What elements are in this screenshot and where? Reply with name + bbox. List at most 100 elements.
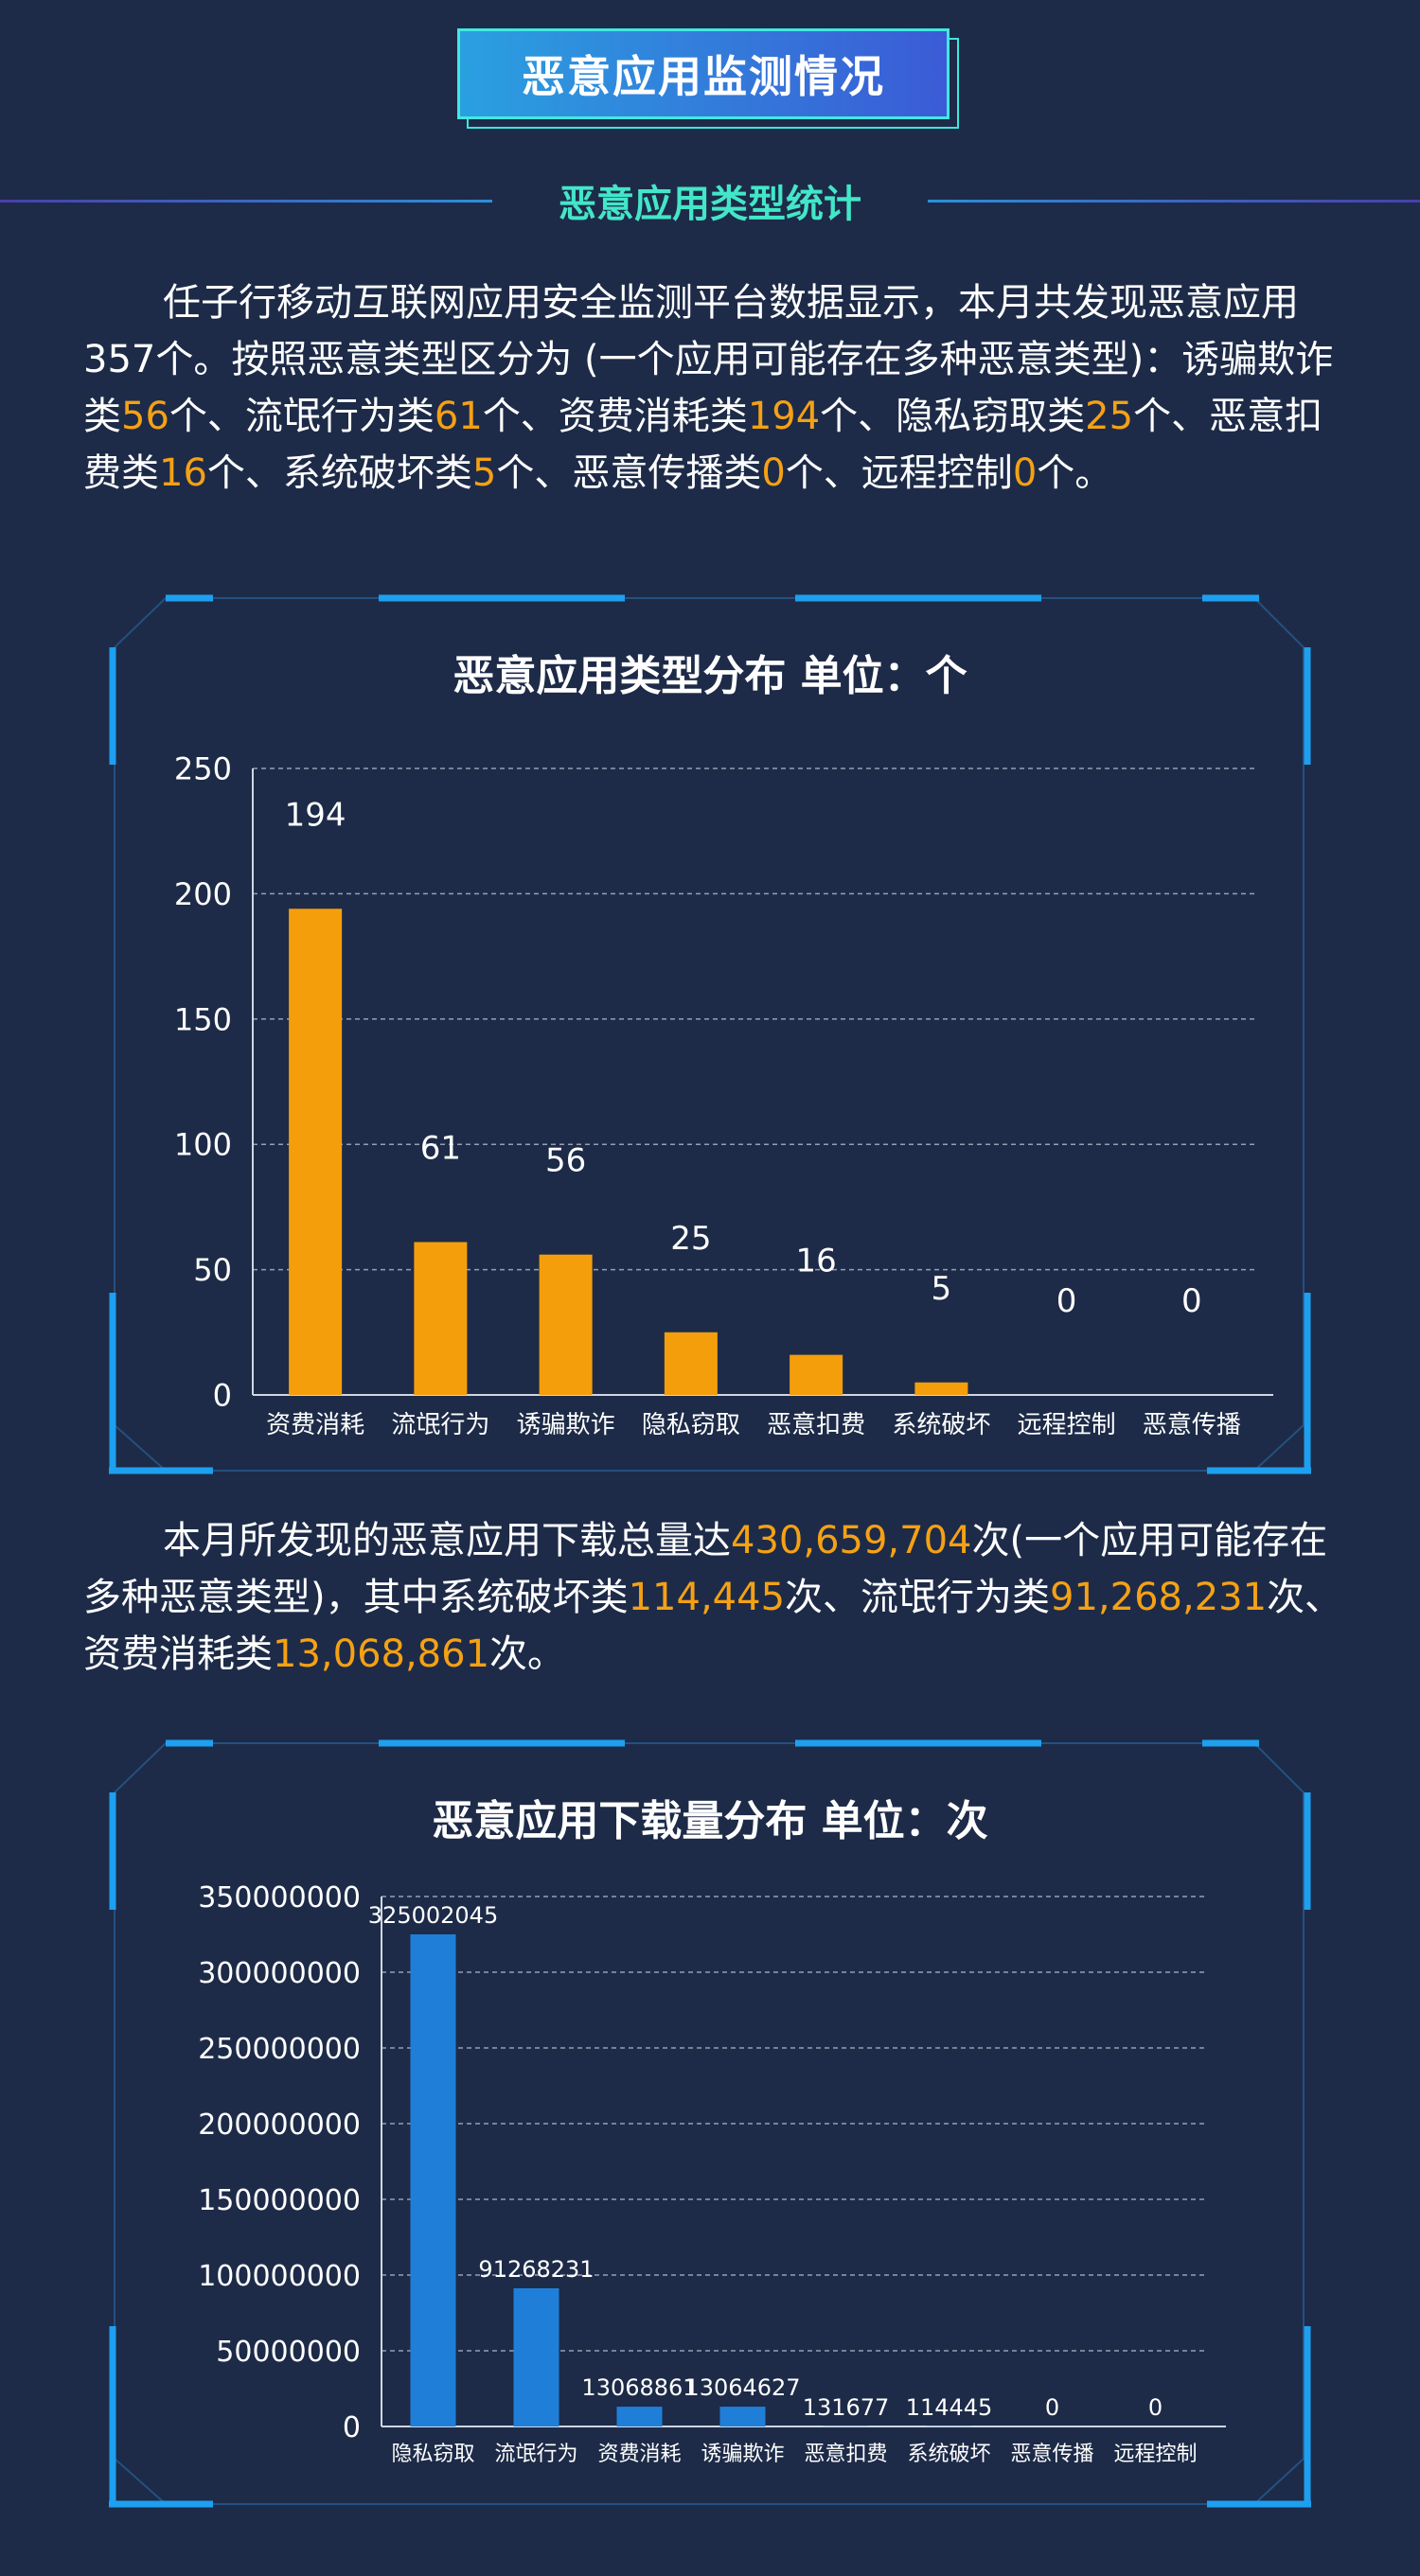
data-label: 5	[932, 1270, 952, 1308]
x-tick-label: 诱骗欺诈	[701, 2443, 784, 2466]
bar	[539, 1254, 593, 1395]
highlight-number: 194	[747, 395, 821, 438]
bar	[616, 2407, 663, 2426]
y-tick-label: 150000000	[198, 2184, 361, 2217]
bar-chart-types: 050100150200250194资费消耗61流氓行为56诱骗欺诈25隐私窃取…	[174, 751, 1273, 1439]
x-tick-label: 流氓行为	[494, 2443, 577, 2466]
y-tick-label: 250000000	[198, 2033, 361, 2066]
x-tick-label: 恶意传播	[1010, 2443, 1093, 2466]
bar	[414, 1242, 468, 1395]
y-tick-label: 250	[174, 751, 232, 787]
highlight-number: 0	[1012, 451, 1038, 495]
x-tick-label: 隐私窃取	[391, 2443, 474, 2466]
y-tick-label: 0	[213, 1378, 232, 1414]
panel-frame	[109, 594, 1311, 1474]
paragraph-text: 个、远程控制	[785, 451, 1013, 495]
paragraph-text: 个、恶意扣费类	[83, 395, 1323, 495]
frame-group	[109, 594, 1311, 1474]
y-tick-label: 50000000	[216, 2336, 361, 2369]
paragraph-text: 个、系统破坏类	[206, 451, 472, 495]
y-tick-label: 150	[174, 1001, 232, 1037]
x-tick-label: 远程控制	[1018, 1411, 1116, 1439]
header-badge: 恶意应用监测情况	[457, 28, 961, 131]
data-label: 0	[1045, 2394, 1059, 2421]
paragraph-text: 次(一个应用可能存在多种恶意类型)，其中系统破坏类	[83, 1519, 1328, 1619]
paragraph-text: 个、隐私窃取类	[820, 395, 1086, 438]
paragraph-text: 个、恶意传播类	[496, 451, 762, 495]
y-tick-label: 300000000	[198, 1957, 361, 1990]
y-tick-label: 50	[193, 1252, 232, 1288]
paragraph-text: 次、流氓行为类	[785, 1576, 1051, 1619]
x-tick-label: 恶意传播	[1143, 1411, 1241, 1439]
x-tick-label: 远程控制	[1113, 2443, 1197, 2466]
highlight-number: 5	[471, 451, 497, 495]
data-label: 0	[1181, 1282, 1202, 1320]
data-label: 56	[545, 1142, 586, 1180]
highlight-number: 91,268,231	[1050, 1576, 1268, 1619]
section-subtitle: 恶意应用类型统计	[559, 183, 861, 226]
highlight-number: 430,659,704	[731, 1519, 972, 1562]
paragraph-text: 个、资费消耗类	[482, 395, 748, 438]
x-tick-label: 隐私窃取	[642, 1411, 740, 1439]
x-tick-label: 系统破坏	[907, 2443, 990, 2466]
y-tick-label: 350000000	[198, 1881, 361, 1914]
data-label: 194	[285, 796, 346, 834]
chart-title-downloads: 恶意应用下载量分布 单位：次	[432, 1797, 988, 1845]
paragraph-text: 次。	[489, 1632, 566, 1676]
y-tick-label: 100000000	[198, 2260, 361, 2293]
bar-chart-downloads: 0 50000000 100000000 150000000 200000000 2500…	[198, 1881, 1226, 2466]
paragraph-text: 个、流氓行为类	[169, 395, 435, 438]
y-tick-label: 200	[174, 876, 232, 912]
page-title: 恶意应用监测情况	[457, 28, 950, 119]
section-divider-right	[928, 200, 1420, 203]
bar	[410, 1933, 456, 2426]
highlight-number: 114,445	[628, 1576, 786, 1619]
x-tick-label: 系统破坏	[892, 1411, 990, 1439]
section-header: 恶意应用类型统计	[0, 172, 1420, 229]
summary-paragraph-types: 任子行移动互联网应用安全监测平台数据显示，本月共发现恶意应用357个。按照恶意类…	[83, 274, 1352, 502]
data-label: 13068861	[581, 2374, 697, 2401]
data-label: 114445	[906, 2394, 993, 2421]
bar	[289, 909, 343, 1395]
bar	[719, 2407, 766, 2426]
x-tick-label: 资费消耗	[597, 2443, 681, 2466]
y-tick-label: 100	[174, 1127, 232, 1163]
data-label: 325002045	[368, 1902, 498, 1929]
chart-panel-types: 恶意应用类型分布 单位：个 0 50 100 150 200 250 194 资费消耗 61 流氓…	[109, 585, 1311, 1482]
x-tick-label: 资费消耗	[266, 1411, 364, 1439]
x-tick-label: 恶意扣费	[767, 1411, 865, 1439]
x-tick-label: 恶意扣费	[804, 2443, 887, 2466]
data-label: 131677	[803, 2394, 890, 2421]
bar	[914, 1382, 968, 1395]
paragraph-text: 任子行移动互联网应用安全监测平台数据显示，本月共发现恶意应用357个。按照恶意类…	[83, 281, 1334, 438]
x-tick-label: 流氓行为	[391, 1411, 489, 1439]
section-divider-left	[0, 200, 492, 203]
frame-group	[109, 1739, 1311, 2508]
panel-frame	[109, 1739, 1311, 2508]
data-label: 91268231	[478, 2256, 594, 2283]
bar	[790, 1354, 843, 1395]
x-tick-label: 诱骗欺诈	[517, 1411, 615, 1439]
bar	[513, 2287, 559, 2426]
data-label: 16	[795, 1243, 836, 1280]
paragraph-text: 次、资费消耗类	[83, 1576, 1343, 1676]
highlight-number: 25	[1085, 395, 1134, 438]
paragraph-text: 个。	[1037, 451, 1113, 495]
chart-panel-downloads: 恶意应用下载量分布 单位：次 0 50000000 100000000 1500000…	[109, 1730, 1311, 2515]
paragraph-text: 本月所发现的恶意应用下载总量达	[163, 1519, 731, 1562]
highlight-number: 56	[121, 395, 169, 438]
data-label: 13064627	[684, 2374, 800, 2401]
summary-paragraph-downloads: 本月所发现的恶意应用下载总量达430,659,704次(一个应用可能存在多种恶意…	[83, 1512, 1352, 1683]
highlight-number: 61	[434, 395, 483, 438]
data-label: 0	[1056, 1282, 1077, 1320]
chart-title-types: 恶意应用类型分布 单位：个	[453, 652, 967, 700]
highlight-number: 0	[761, 451, 786, 495]
data-label: 61	[420, 1129, 461, 1167]
highlight-number: 13,068,861	[273, 1632, 490, 1676]
data-label: 25	[670, 1220, 711, 1258]
highlight-number: 16	[159, 451, 207, 495]
bar	[664, 1332, 718, 1395]
data-label: 0	[1148, 2394, 1163, 2421]
y-tick-label: 200000000	[198, 2108, 361, 2142]
y-tick-label: 0	[343, 2411, 361, 2444]
